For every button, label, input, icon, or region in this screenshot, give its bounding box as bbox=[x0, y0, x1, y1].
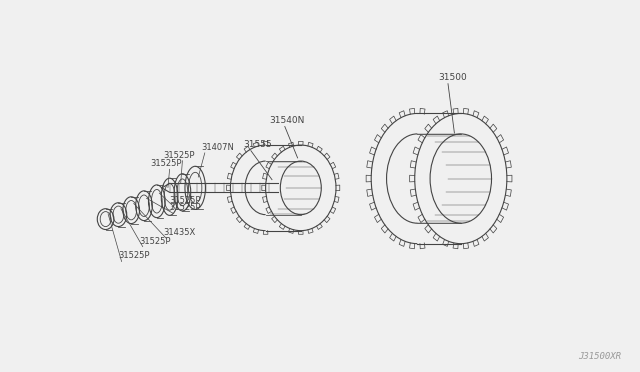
Text: 31555: 31555 bbox=[243, 140, 272, 149]
Text: J31500XR: J31500XR bbox=[578, 352, 621, 361]
Text: 31435X: 31435X bbox=[163, 228, 195, 237]
Text: 31525P: 31525P bbox=[118, 251, 150, 260]
Text: 31525P: 31525P bbox=[170, 203, 201, 212]
Text: 31525P: 31525P bbox=[150, 159, 182, 168]
Text: 31500: 31500 bbox=[438, 73, 467, 82]
Text: 31407N: 31407N bbox=[202, 143, 234, 152]
Text: 31525P: 31525P bbox=[163, 151, 195, 160]
Text: 31525P: 31525P bbox=[140, 237, 171, 246]
Text: 31525P: 31525P bbox=[170, 196, 201, 205]
Text: 31540N: 31540N bbox=[269, 116, 304, 125]
